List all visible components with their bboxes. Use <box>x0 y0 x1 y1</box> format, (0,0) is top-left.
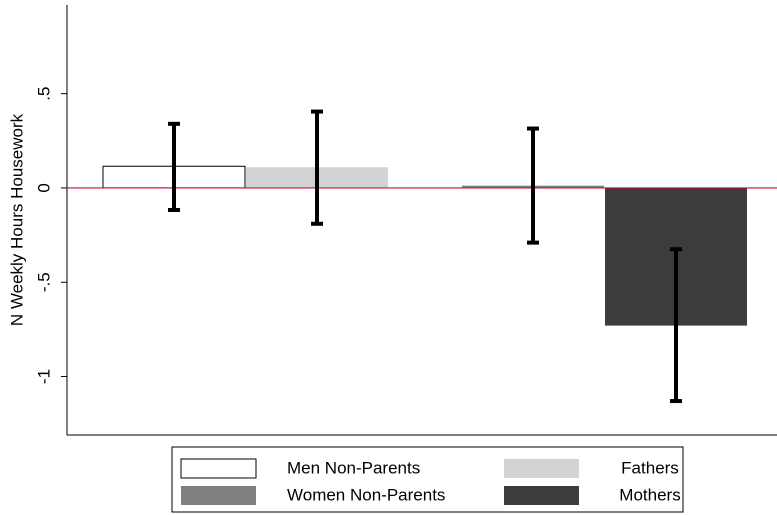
legend <box>171 446 684 513</box>
legend-swatch <box>504 459 579 478</box>
y-axis-label: N Weekly Hours Housework <box>7 113 26 326</box>
legend-label: Women Non-Parents <box>287 485 445 504</box>
legend-swatch <box>504 486 579 505</box>
legend-label: Mothers <box>619 485 680 504</box>
legend-label: Fathers <box>621 458 679 477</box>
legend-label: Men Non-Parents <box>287 458 420 477</box>
y-tick-label: 0 <box>34 183 53 192</box>
legend-swatch <box>180 458 257 479</box>
y-tick-label: -.5 <box>34 272 53 292</box>
y-tick-label: .5 <box>34 87 53 101</box>
legend-swatch <box>181 486 256 505</box>
y-tick-label: -1 <box>34 369 53 384</box>
